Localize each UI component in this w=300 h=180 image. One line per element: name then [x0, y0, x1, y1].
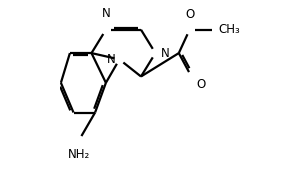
Text: O: O [197, 78, 206, 91]
Text: N: N [101, 7, 110, 20]
Text: N: N [161, 47, 170, 60]
Text: NH₂: NH₂ [68, 148, 90, 161]
Text: O: O [185, 8, 194, 21]
Text: CH₃: CH₃ [218, 23, 240, 36]
Text: N: N [107, 53, 116, 66]
